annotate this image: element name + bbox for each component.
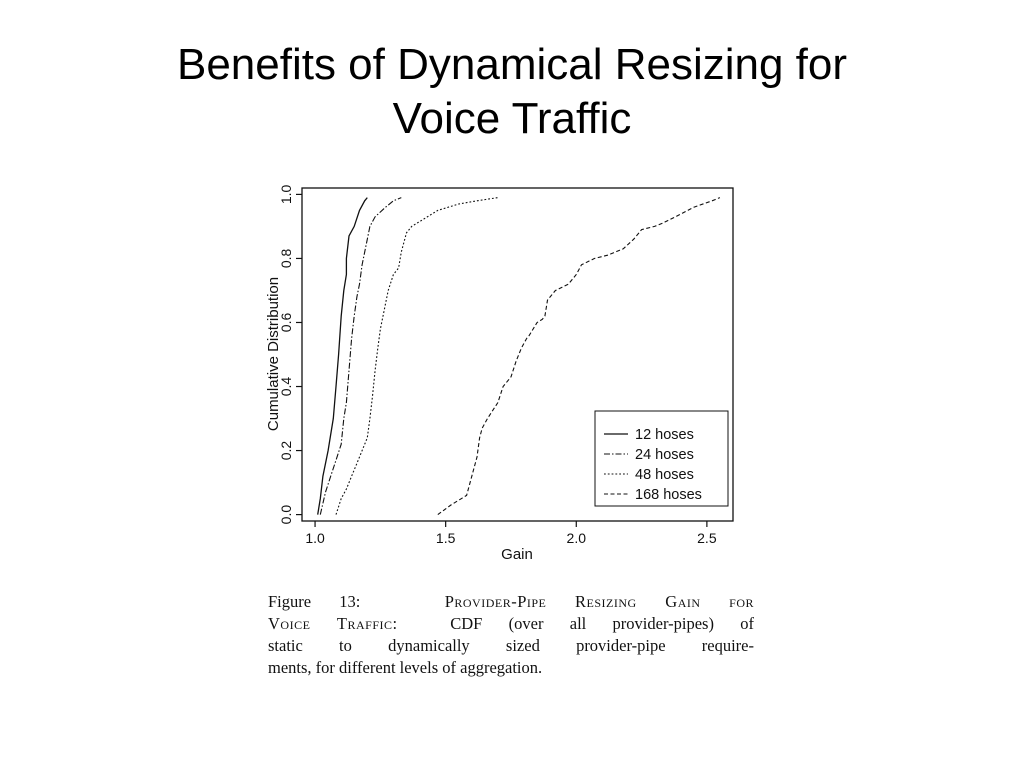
slide-title: Benefits of Dynamical Resizing for Voice… (0, 38, 1024, 146)
series-line-48-hoses (335, 197, 498, 515)
axis-layer: 1.0 1.5 2.0 2.5 0.0 0.2 0.4 0.6 0.8 1.0 (278, 184, 717, 546)
y-tick-label: 0.2 (278, 441, 294, 461)
x-tick-label: 1.5 (436, 530, 456, 546)
slide-title-line-1: Benefits of Dynamical Resizing for (176, 40, 848, 89)
caption-line-1: Figure 13: Provider-Pipe Resizing Gain f… (268, 591, 754, 613)
figure-caption: Figure 13: Provider-Pipe Resizing Gain f… (268, 591, 754, 679)
series-line-168-hoses (437, 197, 721, 516)
y-axis-label: Cumulative Distribution (265, 277, 282, 431)
legend-label-24-hoses: 24 hoses (635, 447, 694, 463)
legend: 12 hoses 24 hoses 48 hoses 168 hoses (594, 410, 729, 507)
legend-box (594, 410, 729, 507)
caption-figure-title-part-2: Voice Traffic: (268, 614, 398, 633)
caption-line-2: Voice Traffic: CDF (over all provider-pi… (268, 613, 754, 635)
legend-label-48-hoses: 48 hoses (635, 467, 694, 483)
legend-label-168-hoses: 168 hoses (635, 487, 702, 503)
slide-title-line-2: Voice Traffic (392, 94, 632, 143)
y-tick-label: 0.0 (278, 505, 294, 525)
y-tick-label: 1.0 (278, 184, 294, 204)
series-line-24-hoses (319, 197, 402, 515)
y-tick-label: 0.4 (278, 377, 294, 397)
caption-line-2-rest: CDF (over all provider-pipes) of (450, 614, 754, 633)
cdf-chart: 1.0 1.5 2.0 2.5 0.0 0.2 0.4 0.6 0.8 1.0 Gain Cumu… (265, 184, 734, 563)
x-tick-label: 2.0 (567, 530, 587, 546)
x-axis-label: Gain (501, 546, 533, 563)
caption-line-4: ments, for different levels of aggregati… (268, 658, 543, 677)
caption-figure-label: Figure 13: (268, 592, 361, 611)
series-layer (317, 197, 721, 516)
caption-line-3: static to dynamically sized provider-pip… (268, 636, 754, 655)
x-tick-label: 1.0 (305, 530, 325, 546)
y-tick-label: 0.6 (278, 313, 294, 333)
caption-figure-title-part-1: Provider-Pipe Resizing Gain for (444, 592, 755, 611)
series-line-12-hoses (317, 197, 368, 515)
legend-label-12-hoses: 12 hoses (635, 427, 694, 443)
x-tick-label: 2.5 (697, 530, 717, 546)
y-tick-label: 0.8 (278, 249, 294, 269)
